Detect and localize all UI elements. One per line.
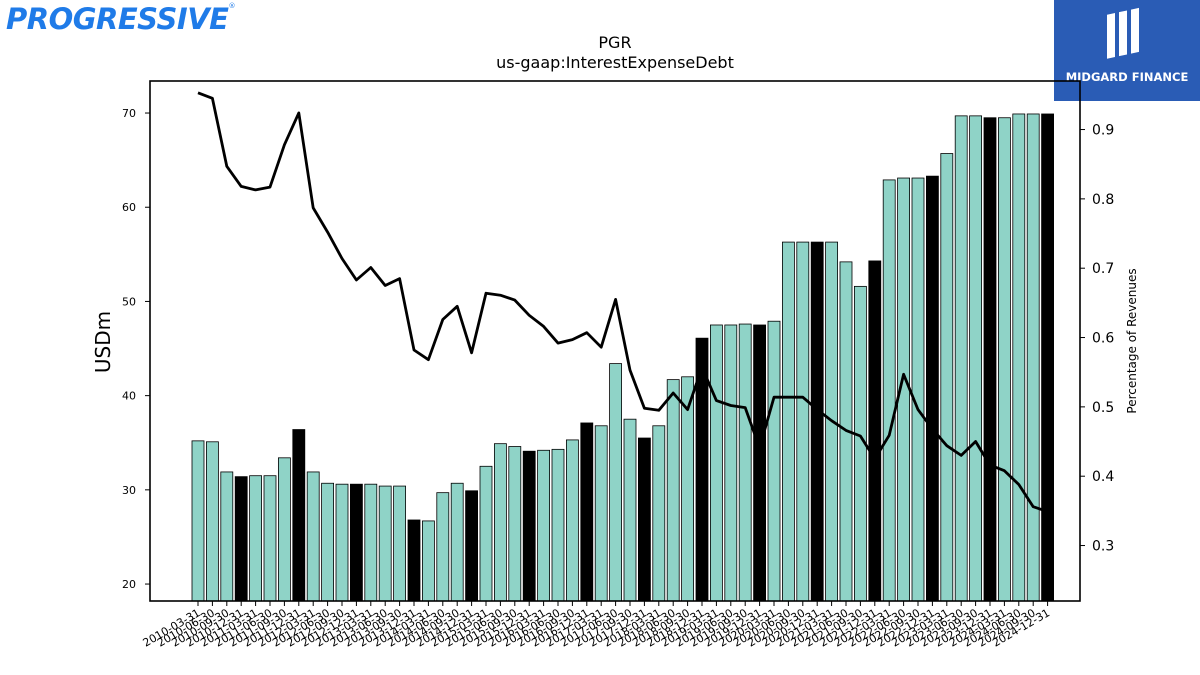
y-tick-label: 70 bbox=[122, 107, 136, 120]
bar-2017-09-30 bbox=[623, 418, 637, 602]
midgard-finance-name: MIDGARD FINANCE bbox=[1065, 70, 1189, 84]
bar-2010-03-31 bbox=[191, 440, 205, 602]
bar-2017-06-30 bbox=[609, 363, 622, 602]
bar-2022-03-31 bbox=[882, 179, 896, 602]
bar-2012-09-30 bbox=[335, 483, 349, 602]
bar-2022-12-31 bbox=[926, 175, 939, 602]
bar-2013-09-30 bbox=[393, 485, 407, 602]
bar-2013-12-31 bbox=[407, 519, 421, 602]
bar-2015-06-30 bbox=[493, 443, 507, 602]
bar-2011-09-30 bbox=[277, 457, 291, 602]
bar-2010-09-30 bbox=[220, 471, 234, 602]
y2-tick-label: 0.6 bbox=[1092, 331, 1114, 347]
registered-mark: ® bbox=[228, 2, 235, 10]
bar-2017-03-31 bbox=[594, 425, 608, 602]
bar-2023-06-30 bbox=[954, 115, 968, 602]
bar-2015-12-31 bbox=[522, 450, 536, 602]
bar-2011-12-31 bbox=[292, 429, 306, 602]
bar-2018-06-30 bbox=[666, 379, 680, 602]
bar-2012-03-31 bbox=[306, 471, 320, 602]
bar-2015-09-30 bbox=[508, 446, 522, 602]
bar-2019-12-31 bbox=[753, 324, 766, 602]
bar-2015-03-31 bbox=[479, 465, 493, 602]
bar-2023-09-30 bbox=[969, 115, 982, 602]
bar-2022-09-30 bbox=[911, 177, 925, 602]
bar-2012-12-31 bbox=[349, 483, 363, 602]
bar-2011-06-30 bbox=[263, 475, 277, 602]
bar-2016-06-30 bbox=[551, 448, 565, 602]
bar-2013-06-30 bbox=[378, 485, 392, 602]
bar-2020-03-31 bbox=[767, 320, 781, 602]
bar-2021-12-31 bbox=[868, 260, 882, 602]
y2-tick-label: 0.5 bbox=[1092, 400, 1114, 416]
bar-2020-12-31 bbox=[810, 241, 824, 602]
y2-axis-label: Percentage of Revenues bbox=[1125, 268, 1139, 413]
bar-2019-06-30 bbox=[724, 324, 738, 602]
bar-2012-06-30 bbox=[321, 482, 335, 602]
y2-tick-label: 0.7 bbox=[1092, 261, 1114, 277]
bar-2010-12-31 bbox=[234, 476, 248, 602]
bar-2024-09-30 bbox=[1026, 113, 1040, 602]
bar-2017-12-31 bbox=[638, 437, 651, 602]
bar-2014-06-30 bbox=[436, 492, 450, 602]
chart-subtitle: us-gaap:InterestExpenseDebt bbox=[496, 53, 734, 72]
bar-2014-12-31 bbox=[465, 490, 479, 602]
bar-2018-03-31 bbox=[652, 425, 666, 602]
bar-2020-06-30 bbox=[782, 241, 795, 602]
bar-2016-09-30 bbox=[566, 439, 579, 602]
bar-series bbox=[191, 113, 1054, 602]
y-tick-label: 30 bbox=[122, 484, 136, 497]
bar-2013-03-31 bbox=[364, 483, 378, 602]
midgard-mark-icon bbox=[1107, 7, 1139, 59]
bar-2019-03-31 bbox=[710, 324, 723, 602]
bar-2019-09-30 bbox=[738, 323, 752, 602]
plot-frame bbox=[149, 80, 1081, 602]
y-tick-label: 20 bbox=[122, 578, 136, 591]
revenue-percentage-line bbox=[197, 91, 1049, 513]
y2-tick-label: 0.4 bbox=[1092, 469, 1114, 485]
y2-tick-label: 0.3 bbox=[1092, 539, 1114, 555]
bar-2011-03-31 bbox=[249, 475, 263, 602]
y2-tick-label: 0.9 bbox=[1092, 123, 1114, 139]
bar-2016-03-31 bbox=[537, 449, 550, 602]
bar-2024-06-30 bbox=[1012, 113, 1026, 602]
bar-2014-09-30 bbox=[450, 482, 464, 602]
bar-2014-03-31 bbox=[421, 520, 435, 602]
bar-2010-06-30 bbox=[205, 441, 219, 602]
y-axis-label: USDm bbox=[91, 311, 115, 373]
bar-2023-12-31 bbox=[983, 117, 997, 602]
axes: 2030405060700.30.40.50.60.70.80.92010-03… bbox=[122, 80, 1114, 650]
y-tick-label: 50 bbox=[122, 295, 136, 308]
y2-tick-label: 0.8 bbox=[1092, 192, 1114, 208]
bar-2024-03-31 bbox=[998, 117, 1011, 602]
y-tick-label: 60 bbox=[122, 201, 136, 214]
y-tick-label: 40 bbox=[122, 390, 136, 403]
midgard-finance-logo: MIDGARD FINANCE bbox=[1054, 0, 1200, 101]
progressive-logo: PROGRESSIVE® bbox=[6, 2, 235, 36]
bar-2024-12-31 bbox=[1041, 113, 1054, 602]
chart-title: PGR bbox=[598, 33, 631, 52]
bar-2023-03-31 bbox=[940, 153, 954, 602]
bar-2020-09-30 bbox=[796, 241, 810, 602]
progressive-logo-text: PROGRESSIVE bbox=[6, 2, 229, 36]
bar-2016-12-31 bbox=[580, 422, 594, 602]
